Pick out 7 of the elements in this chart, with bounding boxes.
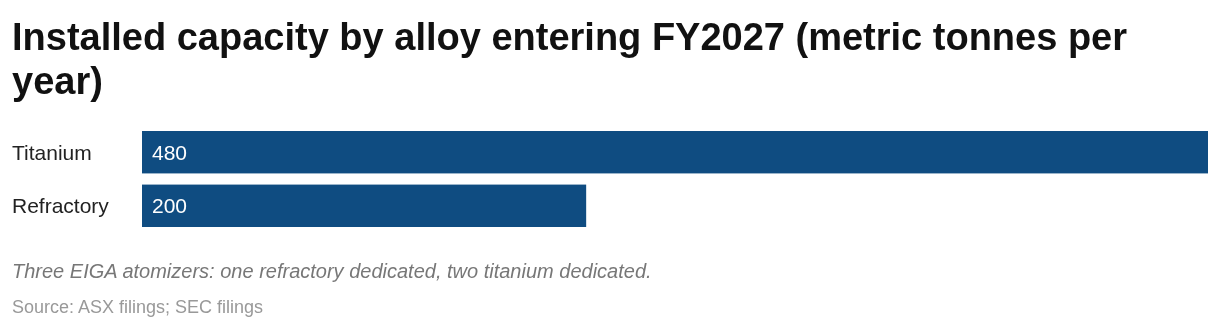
data-label: 480 [152,140,188,164]
text: Three EIGA atomizers: one refractory dedicated, two titanium dedicated. [12,260,652,282]
source-note: Source: ASX filings; SEC filings [12,297,264,317]
chart-title: Installed capacity by alloy entering FY2027 (metric tonnes per year) [12,16,1128,102]
data-label: 200 [152,194,188,218]
y-tick-label: Titanium [12,140,92,164]
y-tick-label: Refractory [12,194,110,218]
